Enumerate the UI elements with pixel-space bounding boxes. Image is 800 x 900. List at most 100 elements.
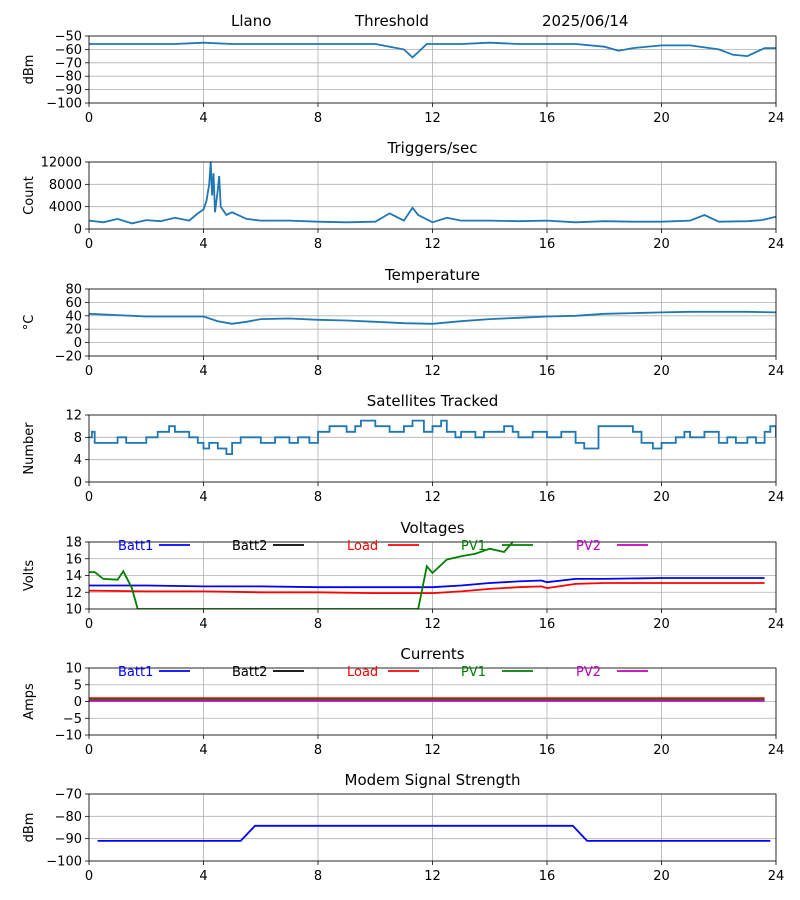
x-tick-label: 20 bbox=[653, 364, 670, 379]
panel-satellites: 0 4 8 12 16 20 24 12 8 4 0 Satellites Tracked Number bbox=[22, 392, 784, 505]
x-tick-label: 12 bbox=[424, 617, 441, 632]
series-line-threshold bbox=[89, 41, 776, 59]
x-tick-label: 8 bbox=[314, 237, 322, 252]
x-tick-label: 24 bbox=[768, 111, 785, 126]
y-tick-label: 12000 bbox=[41, 156, 82, 171]
y-tick-label: 0 bbox=[74, 476, 82, 491]
x-tick-label: 12 bbox=[424, 743, 441, 758]
y-tick-label: 40 bbox=[65, 309, 82, 324]
y-tick-label: 4 bbox=[74, 453, 82, 468]
x-tick-label: 4 bbox=[199, 237, 207, 252]
x-tick-label: 20 bbox=[653, 869, 670, 884]
series-line-triggers bbox=[89, 162, 776, 225]
x-tick-label: 4 bbox=[199, 364, 207, 379]
date-label: 2025/06/14 bbox=[542, 12, 629, 30]
x-tick-label: 24 bbox=[768, 743, 785, 758]
x-tick-label: 0 bbox=[85, 364, 93, 379]
y-axis-label: °C bbox=[22, 315, 37, 331]
y-tick-label: 8 bbox=[74, 431, 82, 446]
legend-label: Load bbox=[347, 539, 378, 554]
plot-frame bbox=[88, 414, 777, 483]
y-tick-label: −50 bbox=[55, 30, 82, 45]
y-tick-label: −10 bbox=[55, 729, 82, 744]
y-tick-label: 0 bbox=[74, 336, 82, 351]
legend-label: PV2 bbox=[576, 665, 601, 680]
series-line-temperature bbox=[89, 310, 776, 325]
chart-title: Satellites Tracked bbox=[367, 392, 498, 410]
x-tick-label: 4 bbox=[199, 869, 207, 884]
y-axis-label: dBm bbox=[22, 55, 37, 85]
series-line-modem bbox=[97, 824, 771, 842]
y-tick-label: 12 bbox=[65, 586, 82, 601]
plot-frame bbox=[88, 541, 777, 610]
chart-title: Currents bbox=[400, 645, 464, 663]
legend-label: Batt1 bbox=[118, 539, 153, 554]
legend-label: Batt1 bbox=[118, 665, 153, 680]
x-tick-label: 0 bbox=[85, 111, 93, 126]
x-tick-label: 20 bbox=[653, 237, 670, 252]
y-tick-label: −100 bbox=[46, 855, 82, 870]
x-tick-label: 0 bbox=[85, 490, 93, 505]
y-axis-label: Number bbox=[22, 422, 37, 475]
x-tick-label: 24 bbox=[768, 237, 785, 252]
y-tick-label: −20 bbox=[55, 350, 82, 365]
x-tick-label: 20 bbox=[653, 490, 670, 505]
panel-currents: 0 4 8 12 16 20 24 105 0 −5 −10 Currents Amps Batt1 Bat… bbox=[22, 645, 784, 758]
y-tick-label: −5 bbox=[63, 712, 82, 727]
y-tick-label: −100 bbox=[46, 97, 82, 112]
y-tick-label: −80 bbox=[55, 810, 82, 825]
station-name: Llano bbox=[231, 12, 272, 30]
plot-frame bbox=[88, 667, 777, 736]
chart-title: Temperature bbox=[384, 266, 480, 284]
y-tick-label: 0 bbox=[74, 695, 82, 710]
x-tick-label: 20 bbox=[653, 617, 670, 632]
legend-label: PV1 bbox=[461, 539, 486, 554]
x-tick-label: 24 bbox=[768, 869, 785, 884]
chart-title: Modem Signal Strength bbox=[345, 771, 521, 789]
x-tick-label: 0 bbox=[85, 617, 93, 632]
y-tick-label: 10 bbox=[65, 603, 82, 618]
x-tick-label: 16 bbox=[539, 111, 556, 126]
x-tick-label: 8 bbox=[314, 490, 322, 505]
panel-threshold: 0 4 8 12 16 20 24 −50−60−70−80−90−100 dBm bbox=[22, 30, 784, 127]
x-tick-label: 4 bbox=[199, 617, 207, 632]
plot-frame bbox=[88, 793, 777, 862]
x-tick-label: 8 bbox=[314, 617, 322, 632]
x-tick-label: 0 bbox=[85, 869, 93, 884]
y-tick-label: 80 bbox=[65, 283, 82, 298]
y-tick-label: 60 bbox=[65, 296, 82, 311]
y-tick-label: 10 bbox=[65, 662, 82, 677]
legend-label: Batt2 bbox=[232, 665, 267, 680]
y-tick-label: −90 bbox=[55, 832, 82, 847]
y-tick-label: 20 bbox=[65, 323, 82, 338]
y-tick-label: 16 bbox=[65, 552, 82, 567]
legend-label: PV2 bbox=[576, 539, 601, 554]
x-tick-label: 16 bbox=[539, 869, 556, 884]
y-tick-label: 18 bbox=[65, 536, 82, 551]
series-line-satellites bbox=[89, 419, 776, 455]
x-tick-label: 0 bbox=[85, 743, 93, 758]
legend-label: PV1 bbox=[461, 665, 486, 680]
y-tick-label: −70 bbox=[55, 56, 82, 71]
x-tick-label: 4 bbox=[199, 490, 207, 505]
plot-frame bbox=[88, 35, 777, 104]
x-tick-label: 12 bbox=[424, 490, 441, 505]
x-tick-label: 16 bbox=[539, 364, 556, 379]
y-tick-label: −60 bbox=[55, 43, 82, 58]
chart-title: Voltages bbox=[400, 519, 464, 537]
x-tick-label: 4 bbox=[199, 743, 207, 758]
x-tick-label: 12 bbox=[424, 111, 441, 126]
y-axis-label: Count bbox=[22, 176, 37, 215]
y-tick-label: 14 bbox=[65, 569, 82, 584]
y-axis-label: Amps bbox=[22, 683, 37, 720]
plot-frame bbox=[88, 288, 777, 357]
y-tick-label: 4000 bbox=[49, 200, 82, 215]
x-tick-label: 16 bbox=[539, 617, 556, 632]
panel-triggers: 0 4 8 12 16 20 24 12000 8000 4000 0 Triggers/sec Cou… bbox=[22, 139, 784, 252]
y-tick-label: 12 bbox=[65, 409, 82, 424]
x-tick-label: 12 bbox=[424, 237, 441, 252]
x-tick-label: 8 bbox=[314, 869, 322, 884]
